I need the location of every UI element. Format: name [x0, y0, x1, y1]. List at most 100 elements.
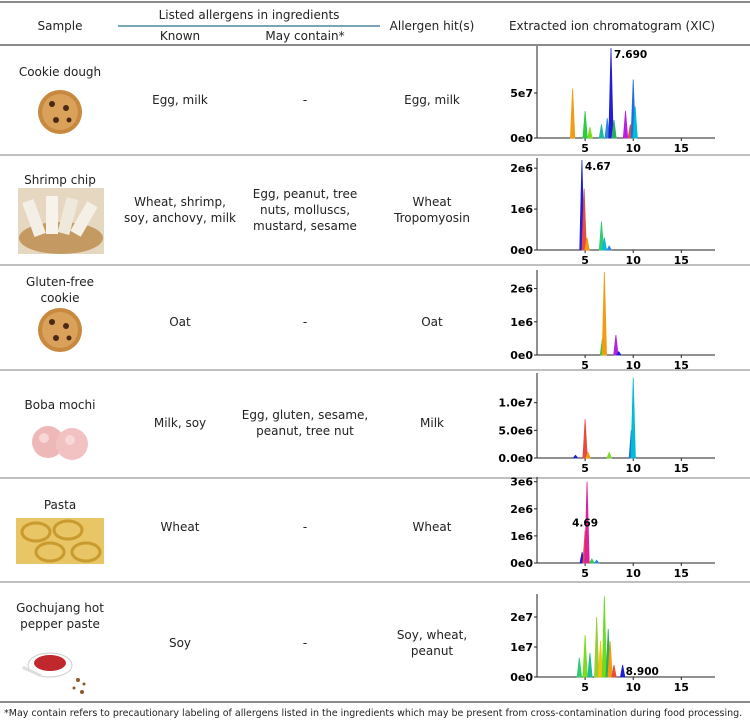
known-allergens: Wheat: [160, 520, 200, 534]
x-tick-label: 5: [581, 567, 589, 580]
header-listed: Listed allergens in ingredients: [158, 8, 340, 22]
y-tick-label: 0e0: [510, 349, 533, 362]
peak: [608, 47, 614, 139]
x-tick-label: 15: [674, 142, 689, 155]
peak: [585, 451, 591, 459]
sample-name: Gochujang hot pepper paste: [16, 601, 104, 631]
x-tick-label: 15: [674, 462, 689, 475]
y-tick-label: 1e7: [510, 641, 533, 654]
x-tick-label: 15: [674, 567, 689, 580]
peak: [601, 237, 608, 251]
peak: [607, 640, 613, 678]
peak-annotation: 4.69: [572, 517, 598, 529]
y-tick-label: 2e6: [510, 162, 533, 175]
peak: [597, 640, 604, 678]
peak: [606, 245, 613, 251]
peak: [601, 271, 607, 356]
may-contain: Egg, gluten, sesame, peanut, tree nut: [241, 408, 369, 438]
peak: [630, 377, 636, 459]
y-tick-label: 5e7: [510, 87, 533, 100]
may-contain: -: [302, 93, 308, 107]
peak-annotation: 7.690: [614, 49, 647, 61]
peak: [613, 335, 619, 356]
x-tick-label: 10: [626, 359, 642, 372]
known-allergens: Wheat, shrimp, soy, anchovy, milk: [124, 195, 236, 225]
footnote: *May contain refers to precautionary lab…: [4, 708, 743, 719]
peak: [598, 221, 605, 251]
x-tick-label: 10: [626, 681, 642, 694]
sample-name: Boba mochi: [24, 398, 96, 412]
sample-name: Shrimp chip: [24, 173, 96, 187]
peak-annotation: 4.67: [585, 161, 611, 173]
mochi-image: [32, 426, 88, 460]
peak: [619, 664, 626, 678]
y-tick-label: 1e6: [510, 203, 533, 216]
y-tick-label: 0e0: [510, 244, 533, 257]
peak: [606, 451, 612, 459]
y-tick-label: 0e0: [510, 557, 533, 570]
known-allergens: Egg, milk: [152, 93, 208, 107]
allergen-hits: Wheat: [412, 520, 452, 534]
may-contain: -: [302, 636, 308, 650]
x-tick-label: 10: [626, 254, 642, 267]
allergen-hits: Egg, milk: [404, 93, 460, 107]
peak: [588, 558, 595, 564]
peak: [604, 118, 610, 139]
x-tick-label: 5: [581, 681, 589, 694]
may-contain: Egg, peanut, tree nuts, molluscs, mustar…: [252, 187, 358, 233]
x-tick-label: 10: [626, 462, 642, 475]
y-tick-label: 2e6: [510, 283, 533, 296]
peak: [632, 106, 638, 139]
peak: [611, 119, 617, 139]
peak: [622, 110, 629, 139]
header-may: May contain*: [265, 29, 345, 43]
y-tick-label: 0.0e0: [498, 452, 533, 465]
peak: [569, 88, 576, 139]
allergen-hits: Wheat Tropomyosin: [394, 195, 470, 225]
x-tick-label: 15: [674, 681, 689, 694]
peak: [587, 652, 593, 678]
table-rules: [0, 1, 750, 703]
peak: [615, 350, 622, 356]
header-sample: Sample: [37, 19, 83, 33]
gochujang-image: [22, 652, 86, 694]
y-tick-label: 3e6: [510, 476, 533, 489]
x-tick-label: 5: [581, 462, 589, 475]
peak: [594, 616, 600, 678]
peak: [587, 127, 593, 139]
allergen-hits: Milk: [420, 416, 444, 430]
peak: [572, 454, 579, 459]
x-tick-label: 10: [626, 567, 642, 580]
peak: [598, 124, 605, 139]
x-tick-label: 10: [626, 142, 642, 155]
header-hit: Allergen hit(s): [389, 19, 475, 33]
sample-name: Pasta: [43, 498, 77, 512]
x-tick-label: 15: [674, 359, 689, 372]
y-tick-label: 2e7: [510, 611, 533, 624]
peak-annotation: 8.900: [626, 666, 659, 678]
sample-name: Gluten-free cookie: [26, 275, 94, 305]
peak: [581, 188, 587, 251]
x-tick-label: 15: [674, 254, 689, 267]
header-known: Known: [159, 29, 201, 43]
y-tick-label: 1e6: [510, 530, 533, 543]
peak: [582, 634, 588, 678]
x-tick-label: 5: [581, 254, 589, 267]
peak: [611, 664, 617, 678]
y-tick-label: 2e6: [510, 503, 533, 516]
may-contain: -: [302, 315, 308, 329]
peak: [584, 237, 590, 251]
header-xic: Extracted ion chromatogram (XIC): [508, 19, 716, 33]
sample-name: Cookie dough: [18, 65, 102, 79]
peak: [584, 481, 590, 564]
y-tick-label: 1e6: [510, 316, 533, 329]
pasta-image: [16, 518, 104, 564]
known-allergens: Oat: [169, 315, 191, 329]
peak: [582, 419, 588, 459]
peak: [576, 657, 582, 678]
allergen-hits: Soy, wheat, peanut: [396, 628, 468, 658]
shrimp-chip-image: [18, 188, 104, 254]
cookie-image: [38, 308, 82, 352]
